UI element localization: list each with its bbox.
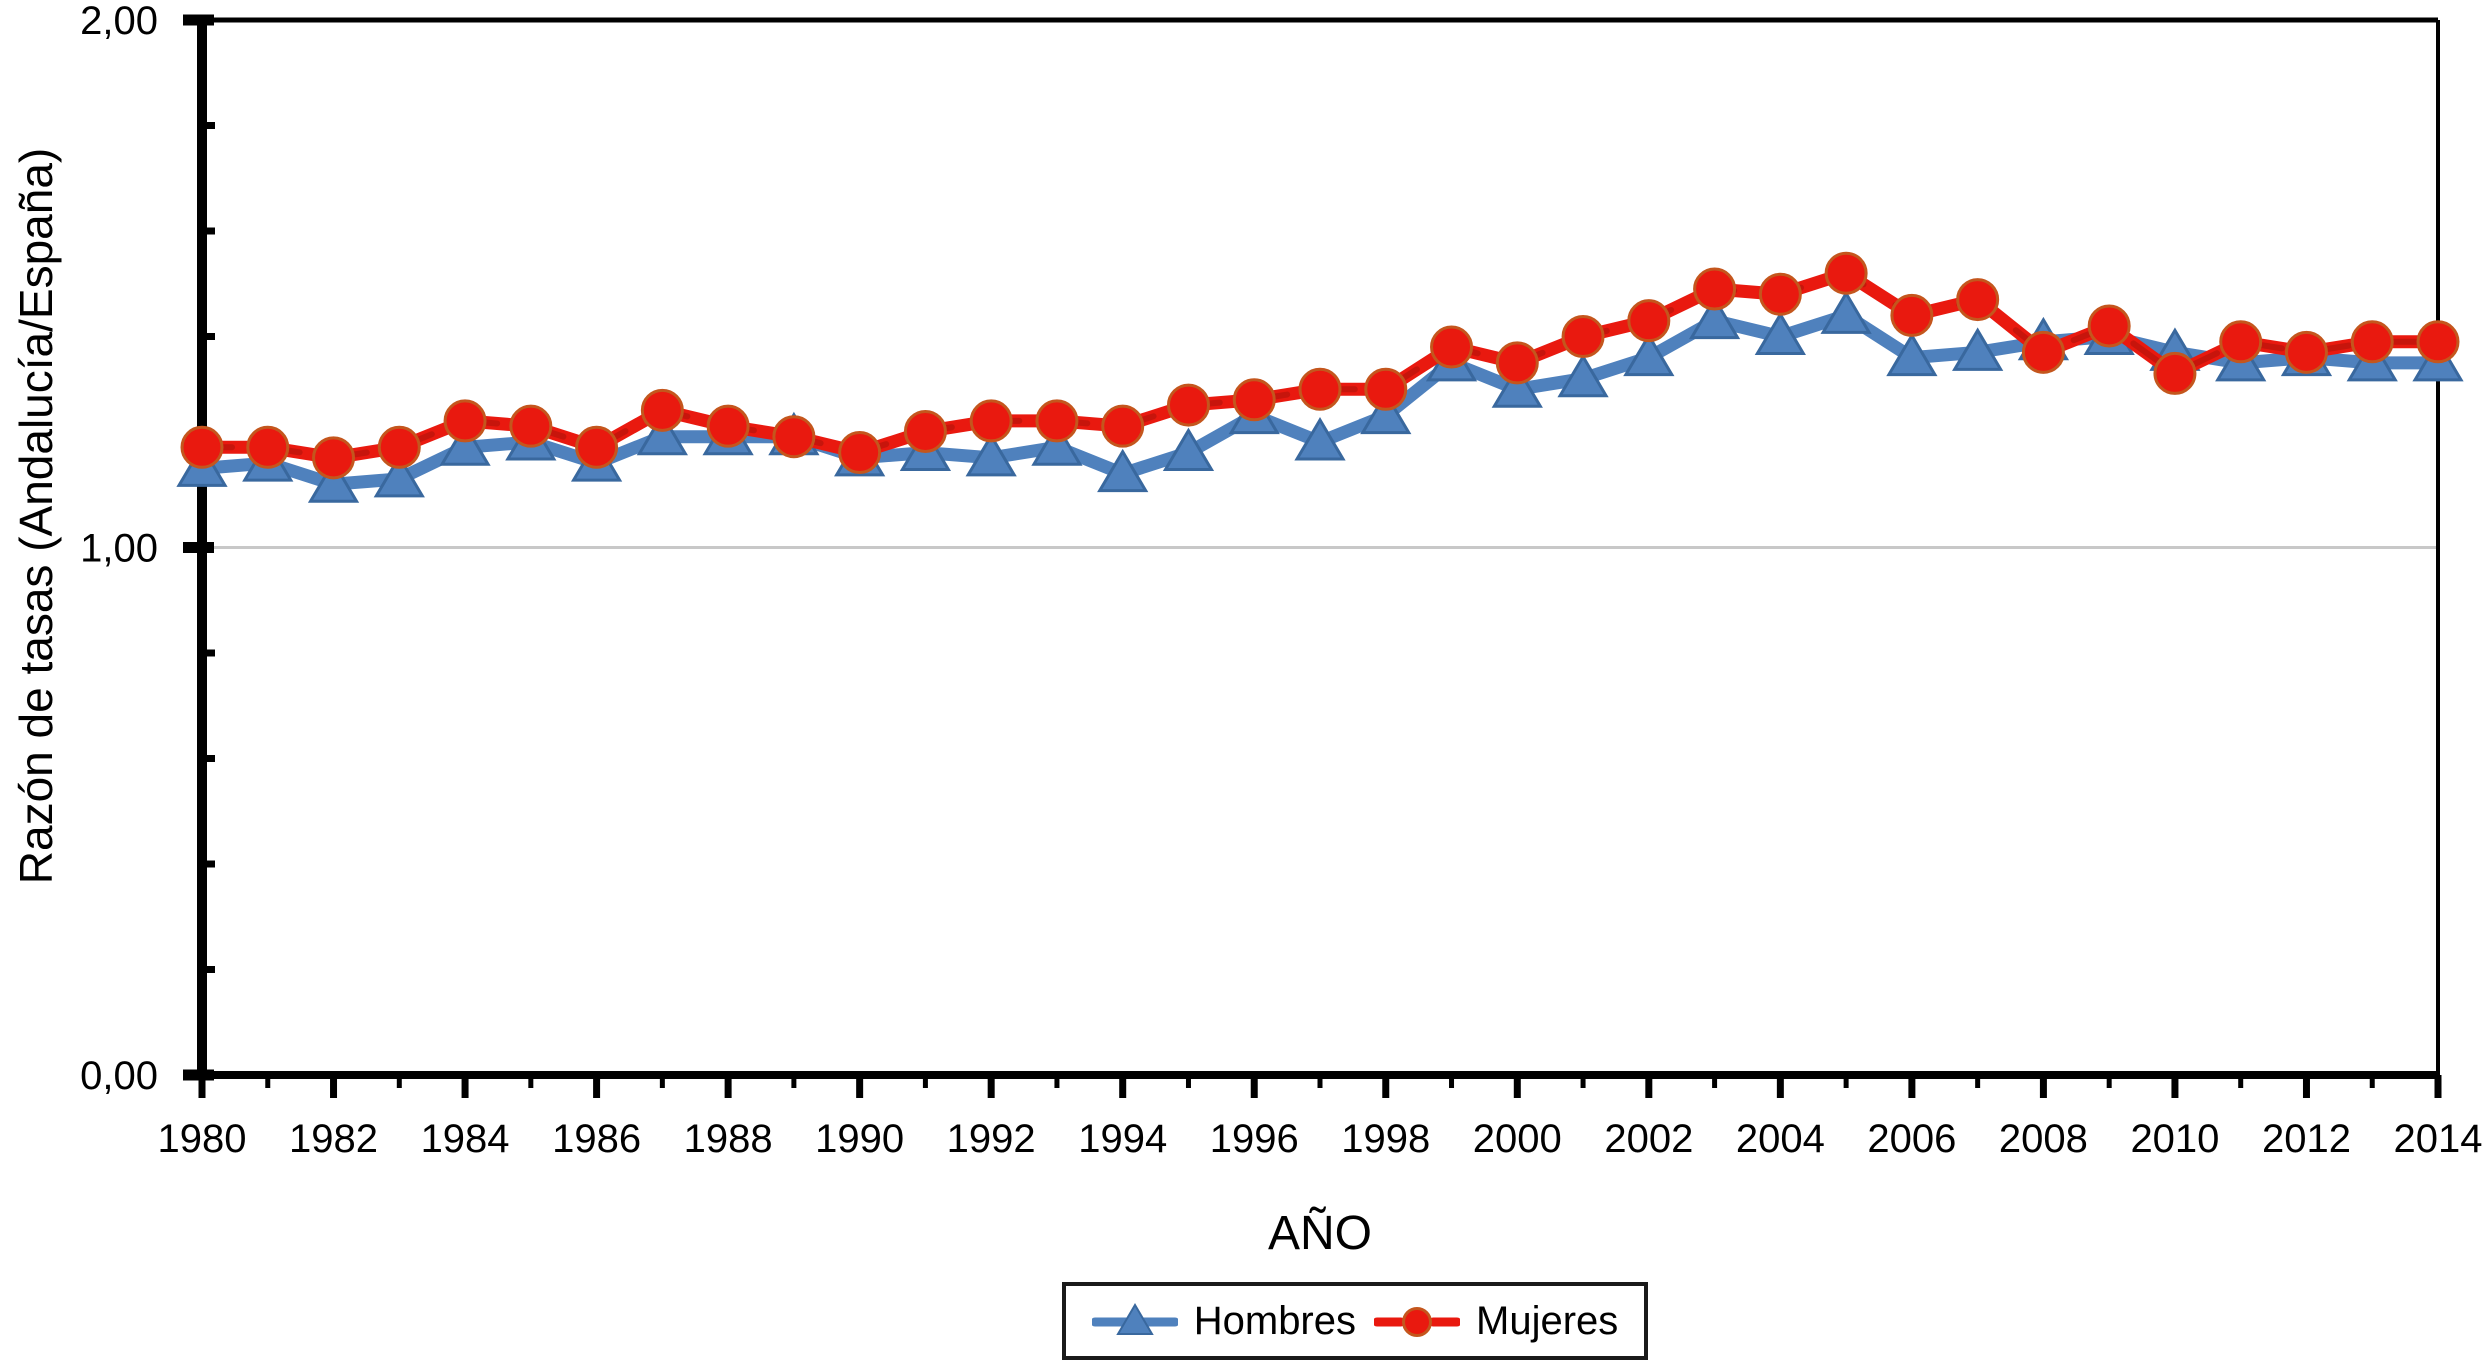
x-tick-label: 1986: [552, 1117, 641, 1161]
data-point-mujeres: [1298, 367, 1342, 411]
x-tick-label: 2010: [2130, 1117, 2219, 1161]
x-tick-label: 2006: [1867, 1117, 1956, 1161]
data-point-hombres: [1557, 353, 1609, 398]
data-point-hombres: [1031, 422, 1083, 466]
data-point-mujeres: [509, 404, 553, 448]
data-point-hombres: [307, 459, 360, 503]
data-point-mujeres: [838, 431, 882, 475]
x-tick-label: 1982: [289, 1117, 378, 1161]
data-point-hombres: [1294, 417, 1346, 461]
x-tick-label: 1990: [815, 1117, 904, 1161]
data-point-hombres: [1360, 390, 1412, 435]
y-tick-label: 0,00: [80, 1054, 158, 1098]
data-point-mujeres: [2153, 351, 2197, 395]
x-axis-title: AÑO: [1267, 1207, 1372, 1260]
data-point-mujeres: [2284, 330, 2328, 374]
data-point-mujeres: [1364, 367, 1408, 411]
data-point-mujeres: [640, 388, 684, 432]
y-tick-label: 1,00: [80, 527, 158, 571]
legend-item-hombres: Hombres: [1091, 1299, 1356, 1343]
data-point-hombres: [373, 453, 425, 498]
x-tick-label: 1988: [684, 1117, 773, 1161]
data-point-mujeres: [377, 425, 421, 469]
data-point-mujeres: [1430, 325, 1474, 369]
data-point-mujeres: [1101, 404, 1145, 448]
triangle-marker-icon: [1091, 1303, 1178, 1335]
data-point-mujeres: [1035, 399, 1079, 443]
data-point-mujeres: [903, 409, 947, 453]
x-tick-label: 1998: [1341, 1117, 1430, 1161]
data-point-hombres: [1952, 327, 2004, 371]
x-tick-label: 1992: [947, 1117, 1036, 1161]
data-point-hombres: [965, 432, 1017, 477]
x-tick-label: 2004: [1736, 1117, 1825, 1161]
data-point-hombres: [636, 411, 688, 456]
data-point-mujeres: [706, 404, 750, 448]
x-tick-label: 2002: [1604, 1117, 1693, 1161]
data-point-mujeres: [2087, 304, 2131, 348]
data-point-hombres: [1097, 448, 1149, 493]
data-point-mujeres: [2021, 330, 2065, 374]
data-point-hombres: [1162, 427, 1215, 472]
x-tick-label: 1994: [1078, 1117, 1167, 1161]
x-tick-label: 1996: [1210, 1117, 1299, 1161]
legend-label-hombres: Hombres: [1193, 1299, 1356, 1343]
legend: Hombres Mujeres: [1062, 1282, 1648, 1360]
x-tick-label: 1984: [421, 1117, 510, 1161]
data-point-mujeres: [1956, 278, 2000, 322]
legend-item-mujeres: Mujeres: [1374, 1301, 1618, 1341]
data-point-mujeres: [246, 425, 290, 469]
legend-label-mujeres: Mujeres: [1476, 1299, 1619, 1343]
x-tick-label: 1980: [158, 1117, 247, 1161]
data-point-hombres: [1688, 295, 1741, 340]
circle-marker-icon: [1374, 1307, 1460, 1337]
data-point-hombres: [1820, 290, 1872, 334]
data-point-mujeres: [1495, 341, 1539, 385]
data-point-mujeres: [1890, 293, 1934, 337]
y-axis-tick-labels: 0,00 1,00 2,00: [80, 0, 158, 1098]
data-point-hombres: [1491, 364, 1543, 408]
x-tick-label: 2000: [1473, 1117, 1562, 1161]
data-point-hombres: [439, 422, 491, 466]
y-tick-label: 2,00: [80, 0, 158, 43]
data-point-hombres: [1886, 332, 1938, 377]
data-point-mujeres: [2416, 320, 2460, 364]
data-point-mujeres: [1232, 378, 1276, 422]
data-point-mujeres: [1166, 383, 1210, 427]
data-point-mujeres: [1758, 272, 1802, 316]
data-point-mujeres: [1693, 267, 1737, 311]
y-axis-title: Razón de tasas (Andalucía/España): [10, 147, 62, 885]
data-point-mujeres: [1824, 251, 1868, 295]
x-axis-tick-labels: 1980 1982 1984 1986 1988 1990 1992 1994 1996 1998…: [158, 1117, 2483, 1161]
data-point-mujeres: [180, 425, 224, 469]
x-tick-label: 2014: [2394, 1117, 2483, 1161]
data-point-mujeres: [575, 425, 619, 469]
data-point-mujeres: [969, 399, 1013, 443]
data-point-mujeres: [2219, 320, 2263, 364]
data-point-mujeres: [2350, 320, 2394, 364]
data-point-mujeres: [1627, 299, 1671, 343]
data-point-hombres: [1623, 332, 1675, 377]
series-mujeres: [180, 251, 2460, 480]
data-point-mujeres: [443, 399, 487, 443]
x-tick-label: 2012: [2262, 1117, 2351, 1161]
data-point-hombres: [1754, 311, 1806, 355]
data-point-mujeres: [772, 415, 816, 459]
data-point-mujeres: [312, 436, 356, 480]
x-axis-ticks: [198, 1075, 2442, 1098]
x-tick-label: 2008: [1999, 1117, 2088, 1161]
data-point-mujeres: [1561, 315, 1605, 358]
